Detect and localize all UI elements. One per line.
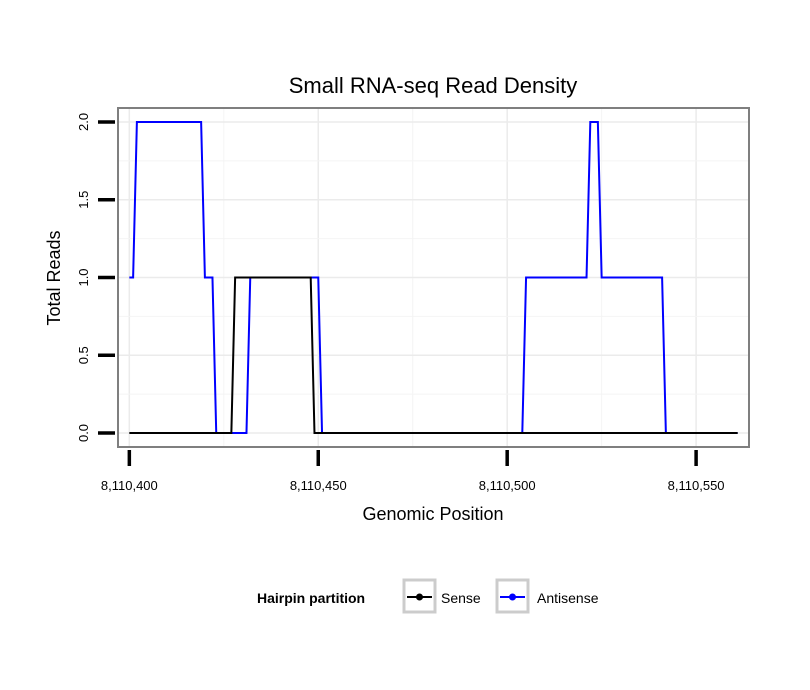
x-tick-label: 8,110,400 xyxy=(101,478,158,493)
legend: Hairpin partition Sense Antisense xyxy=(257,578,599,614)
legend-label-sense: Sense xyxy=(441,590,481,606)
y-tick-label: 0.0 xyxy=(76,424,91,442)
series-line-antisense xyxy=(129,121,738,434)
x-axis: 8,110,400 8,110,450 8,110,500 8,110,550 xyxy=(101,450,725,493)
x-axis-label: Genomic Position xyxy=(362,504,503,524)
legend-title: Hairpin partition xyxy=(257,590,365,606)
y-tick-label: 1.5 xyxy=(76,191,91,209)
legend-item-sense: Sense xyxy=(402,578,481,614)
y-axis: 0.0 0.5 1.0 1.5 2.0 xyxy=(76,113,115,442)
series-line-sense xyxy=(129,276,738,434)
grid-lines xyxy=(118,108,749,447)
chart-title: Small RNA-seq Read Density xyxy=(289,73,578,98)
y-tick-label: 2.0 xyxy=(76,113,91,131)
x-tick-label: 8,110,500 xyxy=(479,478,536,493)
y-axis-label: Total Reads xyxy=(44,230,64,325)
y-tick-label: 1.0 xyxy=(76,268,91,286)
x-tick-label: 8,110,450 xyxy=(290,478,347,493)
legend-label-antisense: Antisense xyxy=(537,590,599,606)
plot-frame xyxy=(117,107,750,448)
series-lines xyxy=(129,121,738,434)
y-tick-label: 0.5 xyxy=(76,346,91,364)
legend-point-antisense xyxy=(509,593,516,601)
legend-point-sense xyxy=(416,593,423,601)
x-tick-label: 8,110,550 xyxy=(668,478,725,493)
legend-item-antisense: Antisense xyxy=(495,578,599,614)
